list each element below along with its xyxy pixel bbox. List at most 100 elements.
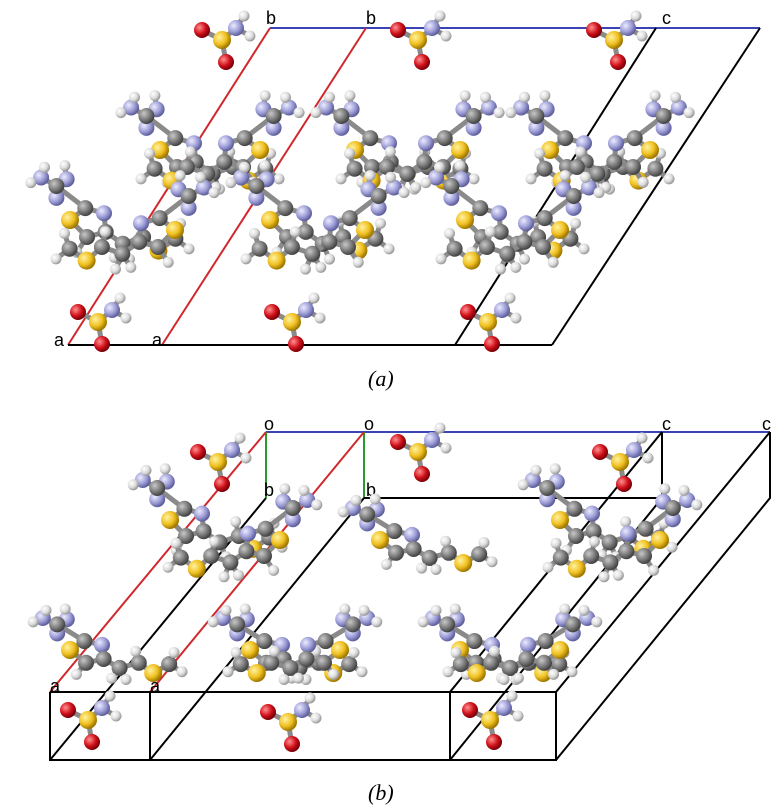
hydrogen-atom <box>510 261 522 273</box>
carbon-atom <box>583 548 600 564</box>
hydrogen-atom <box>279 483 291 495</box>
sulfur-atom <box>454 554 473 573</box>
hydrogen-atom <box>344 147 355 159</box>
panel-b-molecule <box>27 603 188 685</box>
carbon-atom <box>95 650 112 667</box>
hydrogen-atom <box>120 673 132 685</box>
carbon-atom <box>344 616 361 633</box>
nitrogen-atom <box>123 99 140 116</box>
hydrogen-atom <box>289 226 301 238</box>
sulfur-atom <box>161 511 179 529</box>
carbon-atom <box>492 223 509 240</box>
hydrogen-atom <box>225 177 237 189</box>
hydrogen-atom <box>384 146 396 158</box>
hydrogen-atom <box>238 10 250 22</box>
panel-a-label-c: c <box>662 8 671 28</box>
nitrogen-atom <box>580 179 597 196</box>
sulfur-atom <box>187 559 206 578</box>
carbon-atom <box>195 523 212 540</box>
carbon-atom <box>172 549 189 566</box>
carbon-atom <box>138 108 155 124</box>
panel-b-sulfamoyl-group <box>260 692 322 752</box>
carbon-atom <box>130 654 147 671</box>
panel-a-molecule <box>525 90 695 195</box>
hydrogen-atom <box>115 107 127 119</box>
hydrogen-atom <box>498 673 510 685</box>
hydrogen-atom <box>578 604 590 616</box>
hydrogen-atom <box>375 217 386 229</box>
hydrogen-atom <box>488 645 500 657</box>
hydrogen-atom <box>159 463 171 475</box>
hydrogen-atom <box>292 672 304 684</box>
hydrogen-atom <box>183 243 195 255</box>
panel-b-label-o1: o <box>264 414 274 434</box>
sulfur-atom <box>551 511 569 529</box>
panel-a-label-b2: b <box>366 8 376 28</box>
nitrogen-atom <box>465 119 482 136</box>
hydrogen-atom <box>140 464 152 476</box>
carbon-atom <box>359 506 376 523</box>
hydrogen-atom <box>534 147 545 159</box>
hydrogen-atom <box>598 571 610 583</box>
carbon-atom <box>149 480 166 496</box>
hydrogen-atom <box>240 452 252 464</box>
hydrogen-atom <box>310 712 322 724</box>
carbon-atom <box>114 245 131 262</box>
hydrogen-atom <box>324 253 335 265</box>
carbon-atom <box>76 633 93 650</box>
carbon-atom <box>77 200 94 217</box>
carbon-atom <box>636 548 652 564</box>
carbon-atom <box>637 520 654 537</box>
panel-b-caption: (b) <box>368 780 394 805</box>
nitrogen-atom <box>294 702 310 718</box>
hydrogen-atom <box>314 312 326 324</box>
hydrogen-atom <box>450 647 462 659</box>
hydrogen-atom <box>308 292 320 304</box>
hydrogen-atom <box>162 256 174 268</box>
carbon-atom <box>446 240 463 257</box>
hydrogen-atom <box>430 604 442 616</box>
hydrogen-atom <box>440 442 452 454</box>
hydrogen-atom <box>570 217 581 229</box>
sulfur-atom <box>261 211 279 229</box>
hydrogen-atom <box>434 10 446 22</box>
panel-b-label-c1: c <box>662 414 671 434</box>
carbon-atom <box>602 554 619 571</box>
carbon-atom <box>568 159 585 175</box>
carbon-atom <box>626 130 643 147</box>
nitrogen-atom <box>524 472 541 488</box>
carbon-atom <box>378 159 395 175</box>
panel-b-a-axis-2 <box>149 431 365 693</box>
carbon-atom <box>618 543 635 560</box>
hydrogen-atom <box>548 668 560 680</box>
panel-b-cell-edges-right <box>555 432 771 761</box>
hydrogen-atom <box>484 226 496 238</box>
hydrogen-atom <box>234 432 246 444</box>
hydrogen-atom <box>239 161 250 173</box>
sulfur-atom <box>77 251 96 270</box>
hydrogen-atom <box>593 187 605 199</box>
panel-a-sulfamoyl-group <box>194 10 256 70</box>
carbon-atom <box>552 549 569 566</box>
carbon-atom <box>589 165 606 182</box>
nitrogen-atom <box>418 135 434 152</box>
hydrogen-atom <box>468 173 480 185</box>
carbon-atom <box>49 616 66 633</box>
carbon-atom <box>265 108 282 124</box>
hydrogen-atom <box>130 645 142 657</box>
hydrogen-atom <box>642 452 654 464</box>
hydrogen-atom <box>547 256 559 268</box>
hydrogen-atom <box>232 569 244 581</box>
hydrogen-atom <box>208 536 220 548</box>
oxygen-atom <box>484 336 500 352</box>
carbon-atom <box>436 130 453 147</box>
sulfur-atom <box>151 141 169 159</box>
carbon-atom <box>178 528 194 544</box>
panel-b-sulfamoyl-group <box>592 432 654 492</box>
hydrogen-atom <box>170 537 182 549</box>
nitrogen-atom <box>138 119 155 136</box>
sulfur-atom <box>209 453 227 471</box>
panel-b-label-b2: b <box>366 480 376 500</box>
hydrogen-atom <box>517 479 529 491</box>
hydrogen-atom <box>417 616 429 628</box>
